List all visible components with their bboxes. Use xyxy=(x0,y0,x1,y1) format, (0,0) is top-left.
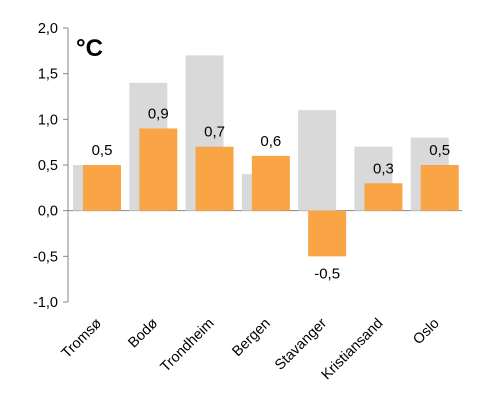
category-label: Bergen xyxy=(229,316,273,360)
orange-bar xyxy=(420,165,459,211)
orange-bar xyxy=(195,146,234,211)
unit-label: °C xyxy=(76,35,103,62)
y-tick-label: 1,5 xyxy=(38,67,58,83)
data-label: 0,3 xyxy=(373,160,394,177)
y-tick-label: 2,0 xyxy=(38,21,58,37)
orange-bar xyxy=(139,128,178,211)
data-label: 0,7 xyxy=(204,124,225,141)
data-label: 0,6 xyxy=(260,133,281,150)
category-label: Trondheim xyxy=(158,316,218,376)
y-tick-label: 0,0 xyxy=(38,204,58,220)
orange-series xyxy=(83,128,459,257)
data-label: 0,5 xyxy=(92,142,113,159)
data-label: 0,5 xyxy=(429,142,450,159)
gray-bar xyxy=(298,110,337,211)
y-tick-label: -0,5 xyxy=(33,249,58,265)
y-tick-label: 0,5 xyxy=(38,158,58,174)
category-label: Oslo xyxy=(410,316,442,348)
category-label: Stavanger xyxy=(272,315,330,373)
y-tick-label: -1,0 xyxy=(33,295,58,311)
orange-bar xyxy=(308,210,347,257)
category-label: Bodø xyxy=(125,315,161,351)
category-label: Tromsø xyxy=(59,315,105,361)
data-labels: 0,5 0,9 0,7 0,6 -0,5 0,3 0,5 xyxy=(92,105,451,282)
data-label: -0,5 xyxy=(314,265,340,282)
y-tick-label: 1,0 xyxy=(38,112,58,128)
orange-bar xyxy=(83,165,121,211)
orange-bar xyxy=(364,183,403,211)
orange-bar xyxy=(251,155,290,211)
data-label: 0,9 xyxy=(148,105,169,122)
